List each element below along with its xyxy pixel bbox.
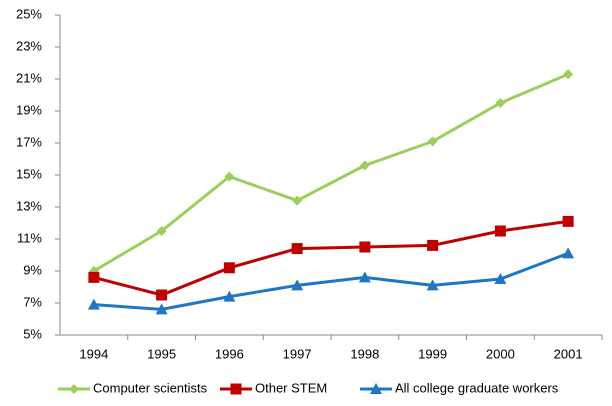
series-line	[93, 251, 569, 311]
marker	[87, 298, 100, 310]
marker	[88, 271, 100, 283]
marker	[223, 262, 235, 274]
marker	[370, 383, 382, 394]
marker	[359, 241, 371, 253]
y-tick-label: 21%	[16, 70, 42, 85]
x-tick-label: 1994	[79, 346, 108, 361]
marker	[427, 239, 439, 251]
marker	[495, 98, 506, 108]
y-tick-label: 11%	[17, 230, 42, 245]
marker	[155, 303, 168, 315]
y-tick-label: 13%	[16, 198, 42, 213]
series-line	[93, 219, 569, 297]
y-tick-label: 23%	[16, 38, 42, 53]
marker	[291, 279, 304, 291]
x-tick-label: 1998	[350, 346, 379, 361]
x-tick-label: 1995	[147, 346, 176, 361]
y-tick-label: 17%	[16, 134, 42, 149]
marker	[156, 289, 168, 301]
marker	[359, 160, 370, 171]
marker	[224, 171, 235, 182]
marker	[156, 226, 167, 236]
marker	[69, 384, 79, 394]
marker	[494, 273, 507, 284]
x-tick-label: 1999	[418, 346, 447, 361]
marker	[427, 136, 438, 147]
marker	[562, 247, 575, 259]
marker	[494, 225, 506, 237]
marker	[292, 195, 303, 206]
legend-label: All college graduate workers	[395, 380, 559, 395]
marker	[358, 271, 371, 283]
marker	[426, 279, 439, 291]
y-tick-label: 5%	[23, 326, 42, 341]
y-tick-label: 19%	[16, 102, 42, 117]
x-tick-label: 1996	[215, 346, 244, 361]
legend-label: Computer scientists	[93, 380, 208, 395]
marker	[563, 69, 574, 80]
marker	[223, 290, 236, 302]
series-line	[93, 72, 569, 273]
marker	[230, 383, 242, 395]
marker	[562, 215, 574, 227]
x-tick-label: 2001	[554, 346, 583, 361]
y-tick-label: 9%	[23, 262, 42, 277]
x-tick-label: 1997	[283, 346, 312, 361]
y-tick-label: 25%	[16, 6, 42, 21]
y-tick-label: 7%	[23, 294, 42, 309]
y-tick-label: 15%	[16, 166, 42, 181]
legend-label: Other STEM	[255, 380, 327, 395]
x-tick-label: 2000	[486, 346, 515, 361]
marker	[291, 243, 303, 255]
